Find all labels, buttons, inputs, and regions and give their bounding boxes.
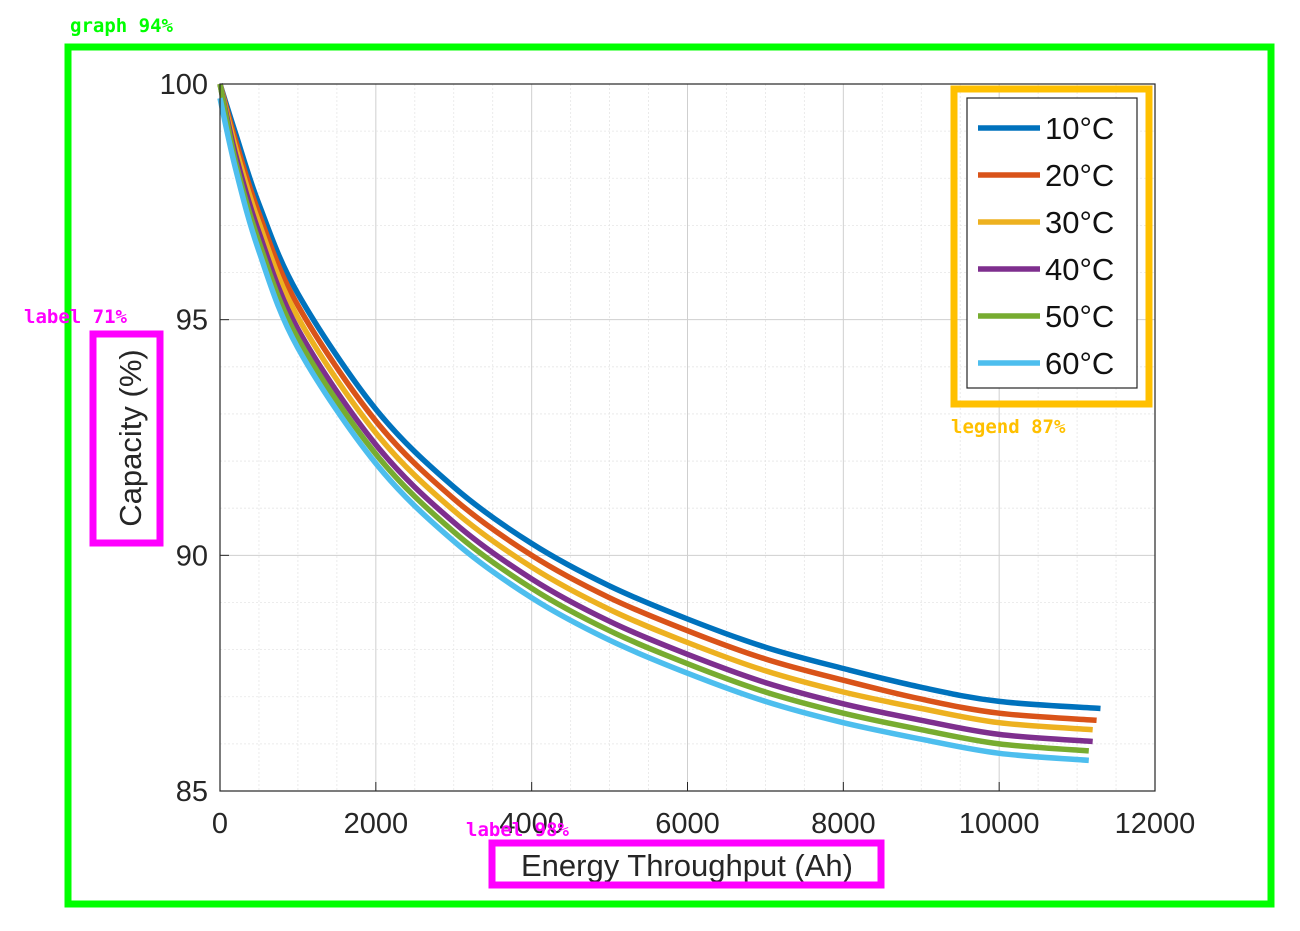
ylabel-annotation-tag: label 71% bbox=[24, 306, 128, 328]
legend-annotation-tag: legend 87% bbox=[951, 416, 1066, 438]
series-line-3 bbox=[217, 83, 1093, 733]
axis-ticks: 0 2000 4000 6000 8000 10000 12000 85 90 95 100 bbox=[160, 69, 1196, 840]
x-tick-label: 8000 bbox=[811, 808, 876, 840]
x-tick-label: 12000 bbox=[1115, 808, 1196, 840]
series-line-6 bbox=[217, 97, 1090, 764]
legend: 10°C 20°C 30°C 40°C 50°C 60°C bbox=[966, 97, 1138, 389]
legend-box bbox=[966, 97, 1138, 389]
series-line-4 bbox=[217, 83, 1093, 745]
graph-annotation-tag: graph 94% bbox=[70, 15, 174, 37]
legend-label: 30°C bbox=[1045, 205, 1114, 240]
y-tick-label: 90 bbox=[176, 540, 208, 572]
legend-label: 10°C bbox=[1045, 111, 1114, 146]
series-lines bbox=[217, 83, 1101, 764]
legend-label: 60°C bbox=[1045, 346, 1114, 381]
x-tick-label: 0 bbox=[212, 808, 228, 840]
legend-annotation-box bbox=[950, 85, 1153, 408]
y-axis-label: Capacity (%) bbox=[113, 349, 148, 526]
y-tick-label: 95 bbox=[176, 305, 208, 337]
x-tick-label: 2000 bbox=[344, 808, 409, 840]
series-line-5 bbox=[217, 83, 1090, 754]
x-tick-label: 6000 bbox=[655, 808, 720, 840]
y-tick-label: 85 bbox=[176, 776, 208, 808]
series-line-2 bbox=[217, 83, 1097, 724]
xlabel-annotation-box bbox=[488, 839, 885, 889]
x-tick-label: 4000 bbox=[499, 808, 564, 840]
x-tick-label: 10000 bbox=[959, 808, 1040, 840]
xlabel-annotation-tag: label 98% bbox=[466, 819, 570, 841]
ylabel-annotation-box bbox=[89, 330, 164, 547]
legend-label: 20°C bbox=[1045, 158, 1114, 193]
legend-label: 40°C bbox=[1045, 252, 1114, 287]
x-axis-label: Energy Throughput (Ah) bbox=[521, 848, 853, 883]
legend-label: 50°C bbox=[1045, 299, 1114, 334]
series-line-1 bbox=[217, 83, 1101, 712]
graph-annotation-box bbox=[64, 43, 1275, 908]
y-tick-label: 100 bbox=[160, 69, 208, 101]
